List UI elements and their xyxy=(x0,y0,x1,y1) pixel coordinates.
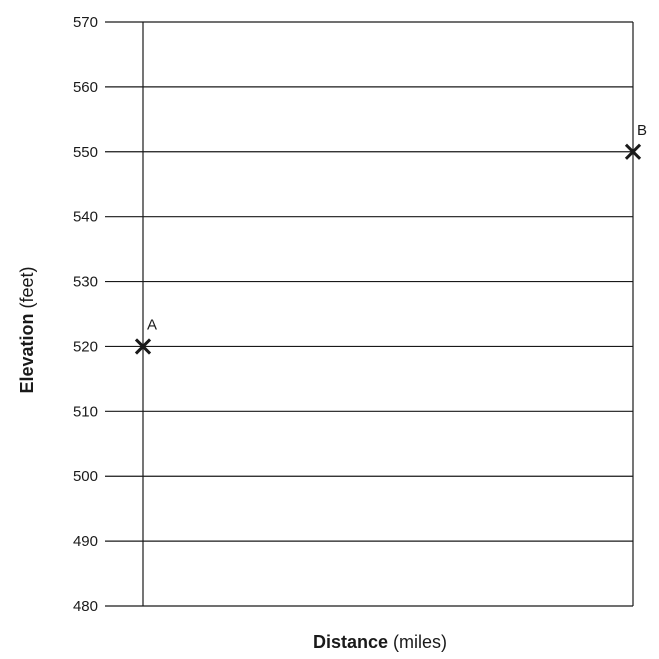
point-a-marker-stroke-2 xyxy=(134,338,152,355)
y-tick-label-550: 550 xyxy=(73,144,98,161)
y-axis-title-bold: Elevation xyxy=(17,313,37,393)
y-tick-label-480: 480 xyxy=(73,598,98,615)
point-a-label: A xyxy=(147,316,157,333)
y-tick-label-570: 570 xyxy=(73,14,98,31)
y-tick-label-490: 490 xyxy=(73,533,98,550)
y-tick-label-560: 560 xyxy=(73,79,98,96)
point-b-marker-stroke-2 xyxy=(624,143,642,160)
grid-lines xyxy=(105,21,633,607)
y-axis-title-unit: (feet) xyxy=(17,266,37,313)
y-tick-label-530: 530 xyxy=(73,274,98,291)
y-tick-label-520: 520 xyxy=(73,338,98,355)
y-tick-labels: 480 490 500 510 520 530 540 550 560 570 xyxy=(73,14,98,615)
x-axis-title: Distance (miles) xyxy=(313,632,447,652)
point-b-label: B xyxy=(637,122,647,139)
x-axis-title-bold: Distance xyxy=(313,632,388,652)
point-b: B xyxy=(624,122,647,160)
y-tick-label-510: 510 xyxy=(73,403,98,420)
plot-frame xyxy=(142,22,634,606)
y-tick-label-500: 500 xyxy=(73,468,98,485)
data-points: AB xyxy=(134,122,647,355)
point-a: A xyxy=(134,316,157,355)
x-axis-title-unit: (miles) xyxy=(388,632,447,652)
y-tick-label-540: 540 xyxy=(73,209,98,226)
y-axis-title: Elevation (feet) xyxy=(17,266,37,393)
